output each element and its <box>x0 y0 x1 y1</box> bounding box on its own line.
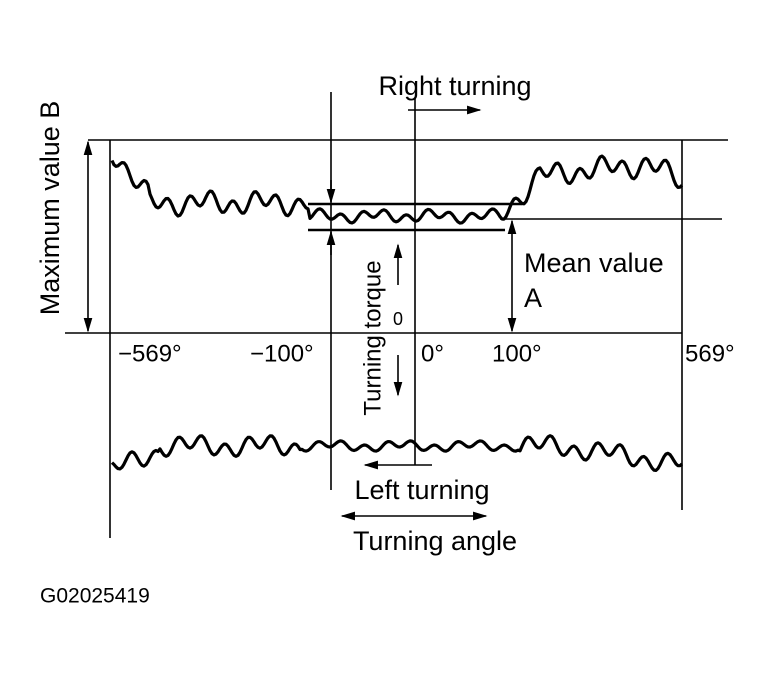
arrows <box>83 105 517 521</box>
mean-value-label: Mean value <box>524 248 664 278</box>
angle-tick-label: −100° <box>250 340 314 367</box>
frame-lines <box>65 92 728 538</box>
torque-wave-left <box>110 434 684 472</box>
figure-id: G02025419 <box>40 585 150 608</box>
right-turning-label: Right turning <box>378 71 531 101</box>
angle-tick-label: 569° <box>685 340 735 367</box>
turning-torque-label: Turning torque <box>359 260 386 415</box>
mean-value-letter: A <box>524 283 542 313</box>
angle-tick-label: 0° <box>421 340 444 367</box>
zero-torque-label: 0 <box>393 309 403 329</box>
turning-angle-label: Turning angle <box>353 526 517 556</box>
maximum-value-label: Maximum value B <box>35 101 65 316</box>
torque-wave-right <box>110 154 684 225</box>
angle-tick-label: −569° <box>118 340 182 367</box>
angle-tick-label: 100° <box>492 340 542 367</box>
left-turning-label: Left turning <box>354 475 489 505</box>
